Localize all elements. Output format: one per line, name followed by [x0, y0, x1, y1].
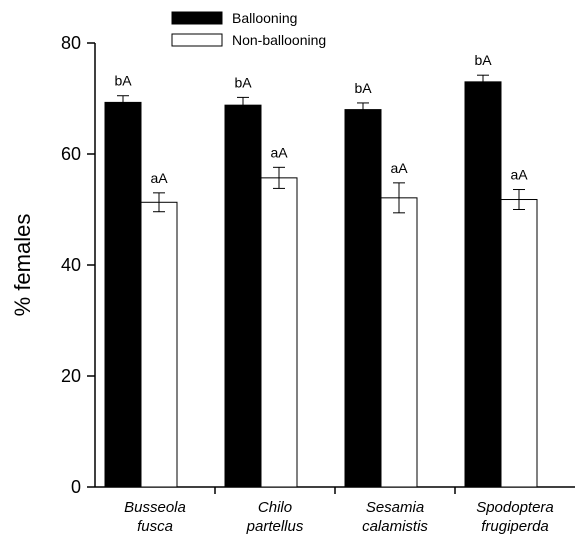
bar-non-ballooning-1: [140, 201, 178, 488]
bar-ballooning-2: [224, 104, 262, 488]
significance-label: aA: [150, 170, 168, 186]
x-category-label: Busseola: [124, 499, 186, 516]
x-category-label: Spodoptera: [476, 499, 554, 516]
bar-ballooning-3: [344, 109, 382, 488]
significance-label: bA: [114, 73, 132, 89]
y-tick-label: 60: [61, 144, 81, 164]
bar-non-ballooning-3: [380, 197, 418, 488]
x-category-label: partellus: [246, 518, 304, 535]
legend-swatch-ballooning: [171, 11, 223, 25]
bar-non-ballooning-4: [500, 199, 538, 488]
x-category-label: fusca: [137, 518, 173, 535]
legend: Ballooning Non-ballooning: [171, 10, 326, 48]
bar-non-ballooning-2: [260, 177, 298, 488]
significance-label: aA: [510, 167, 528, 183]
y-tick-label: 40: [61, 255, 81, 275]
bar-ballooning-1: [104, 101, 142, 488]
significance-label: aA: [270, 144, 288, 160]
x-category-label: Chilo: [258, 499, 292, 516]
bar-ballooning-4: [464, 81, 502, 488]
significance-label: bA: [474, 52, 492, 68]
y-tick-label: 20: [61, 366, 81, 386]
y-tick-label: 0: [71, 477, 81, 497]
legend-swatch-non-ballooning: [171, 33, 223, 47]
x-category-label: frugiperda: [481, 518, 549, 535]
significance-label: aA: [390, 160, 408, 176]
legend-label-ballooning: Ballooning: [232, 10, 297, 26]
significance-label: bA: [354, 80, 372, 96]
significance-label: bA: [234, 74, 252, 90]
plot-area: 0 20 40 60 80 bA aA Busseola fusca bA aA Chilo parte…: [61, 33, 575, 535]
y-axis-label: % females: [10, 214, 35, 317]
legend-label-non-ballooning: Non-ballooning: [232, 32, 326, 48]
x-category-label: calamistis: [362, 518, 428, 535]
x-category-label: Sesamia: [366, 499, 424, 516]
y-tick-label: 80: [61, 33, 81, 53]
